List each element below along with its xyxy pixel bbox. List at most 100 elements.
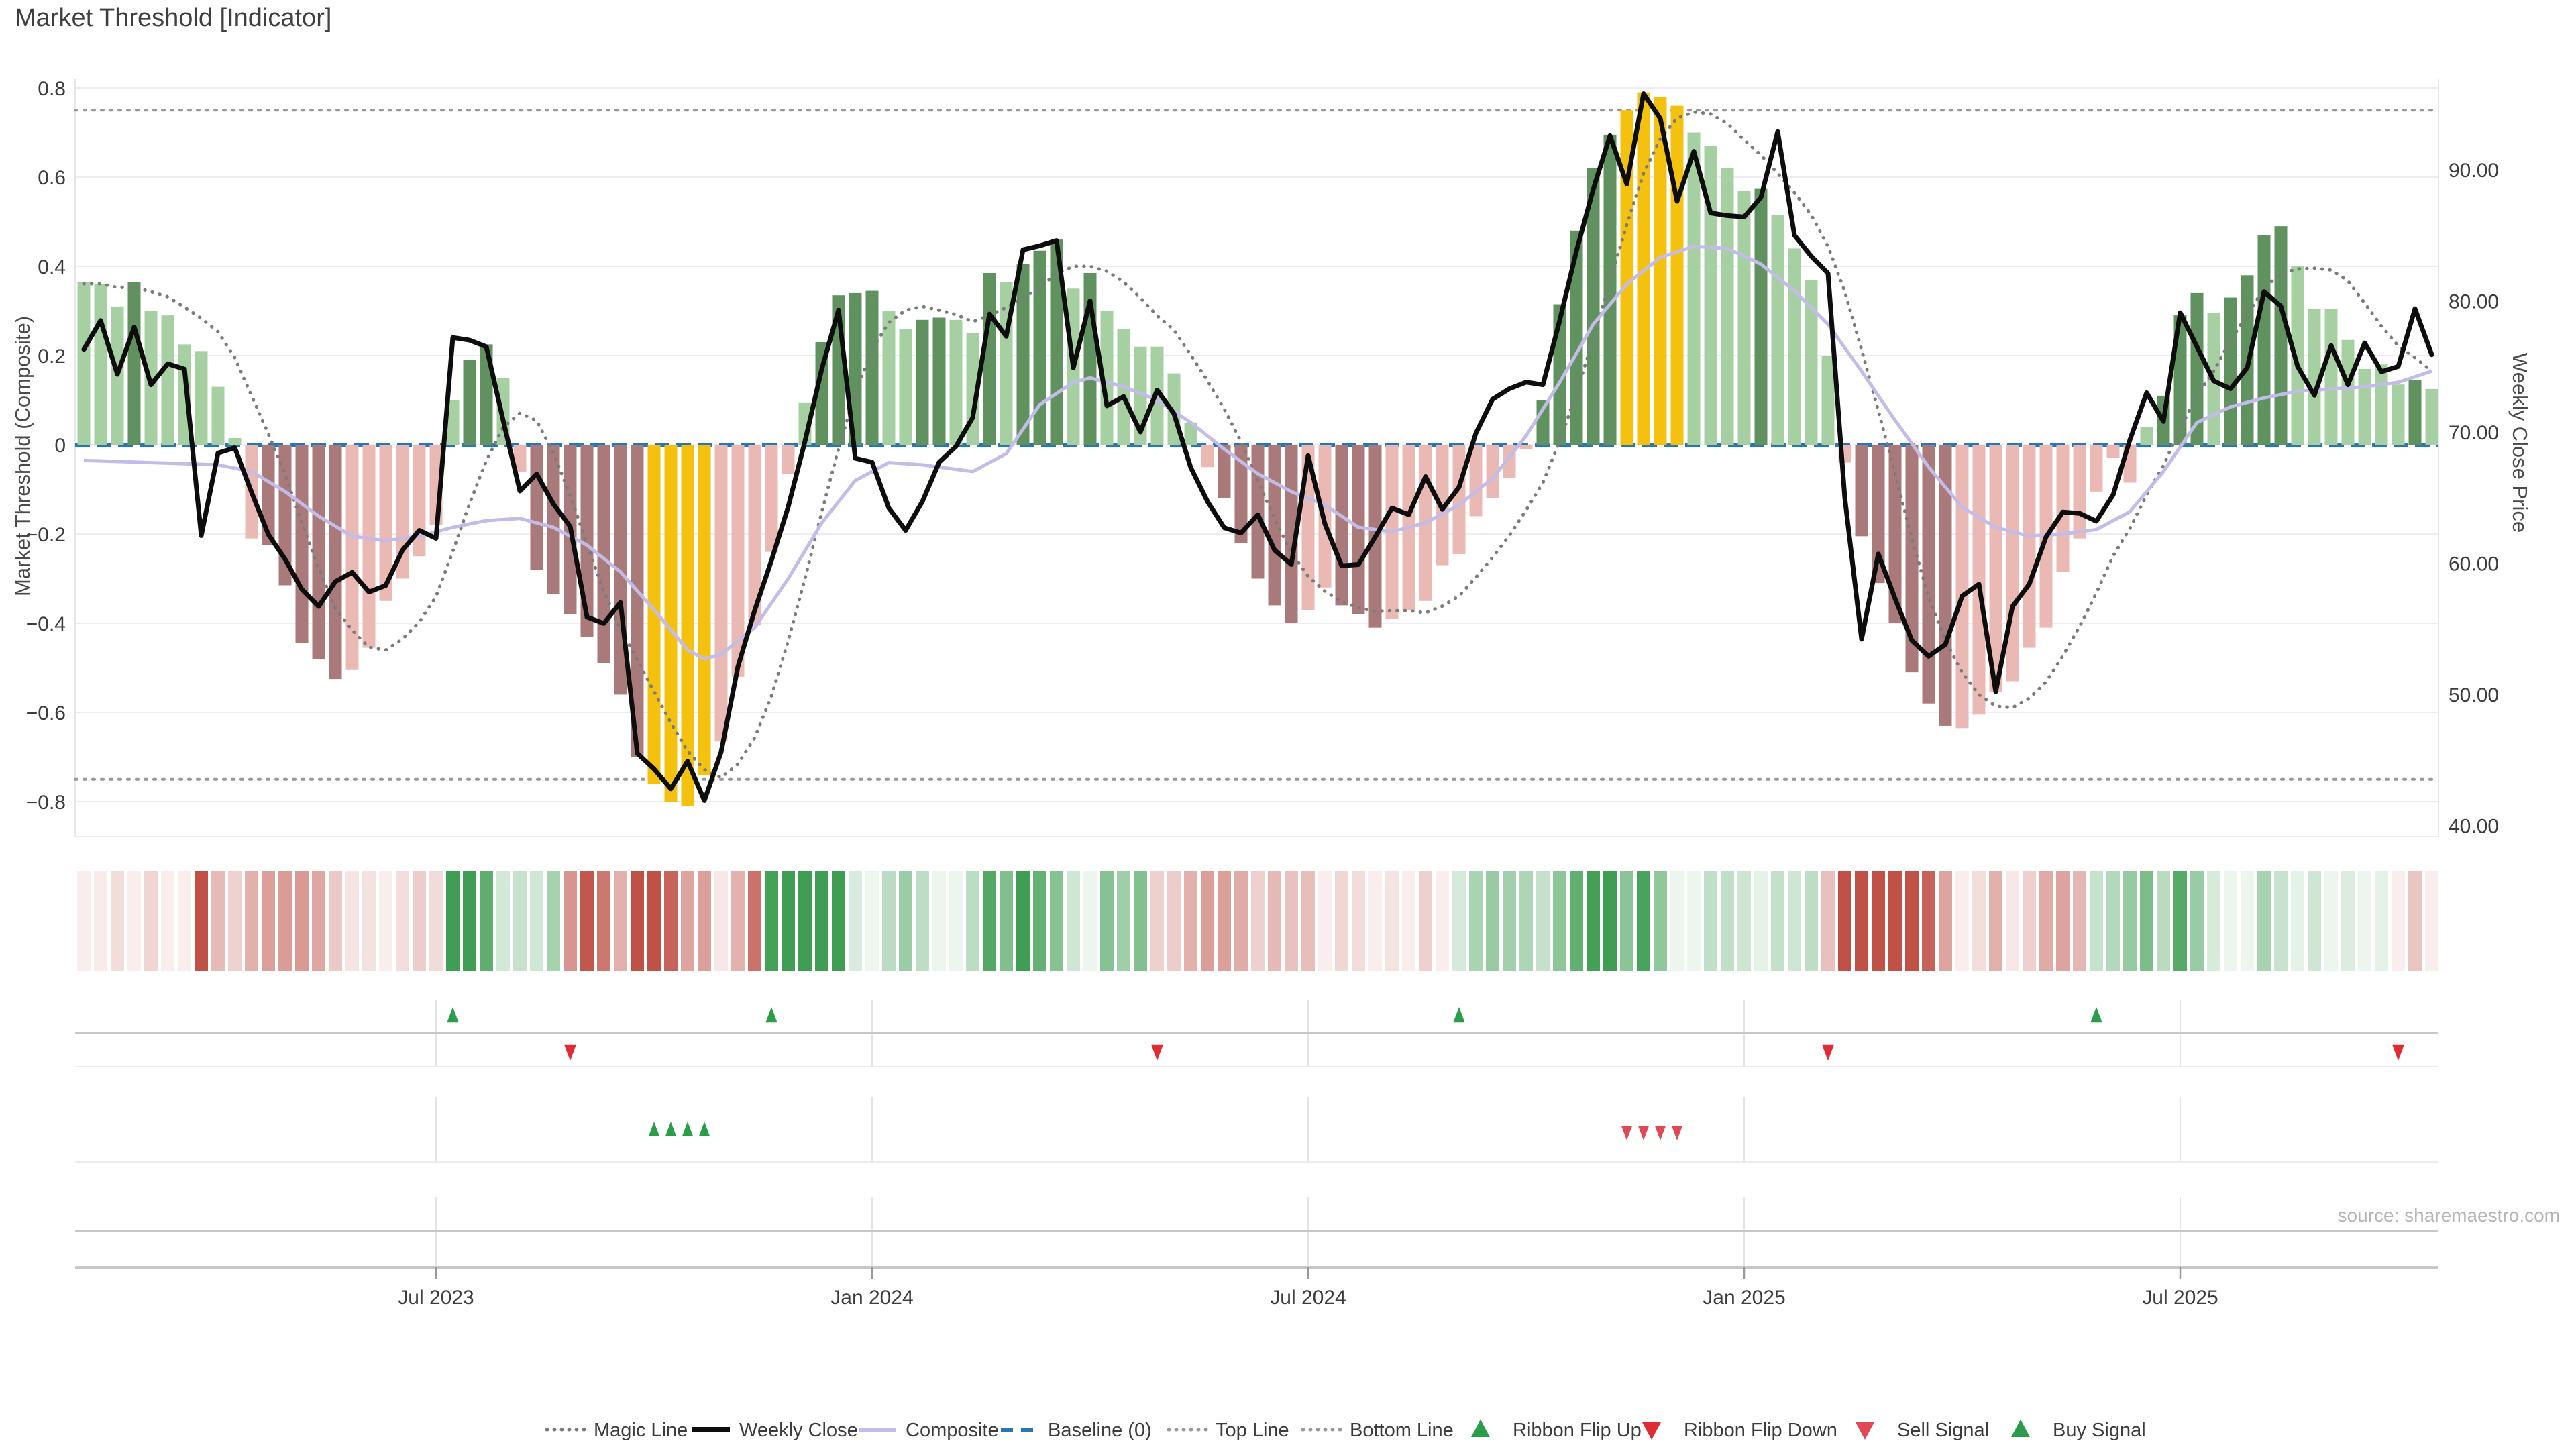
composite-bar	[195, 351, 208, 445]
ribbon-cell	[2073, 871, 2086, 971]
ribbon-cell	[2425, 871, 2438, 971]
composite-bar	[2073, 445, 2086, 539]
ribbon-cell	[1285, 871, 1298, 971]
sell-signal-marker	[1621, 1126, 1633, 1140]
ribbon-cell	[1536, 871, 1550, 971]
ribbon-cell	[396, 871, 409, 971]
composite-bar	[2358, 368, 2371, 445]
composite-bar	[631, 445, 644, 757]
composite-bar	[1268, 445, 1281, 606]
left-axis-tick-label: 0.2	[38, 345, 66, 368]
composite-bar	[1469, 445, 1483, 517]
composite-bar	[1620, 110, 1633, 445]
composite-bar	[2257, 235, 2271, 445]
composite-bar	[2190, 292, 2204, 445]
composite-bar	[1587, 168, 1600, 445]
ribbon-cell	[161, 871, 174, 971]
ribbon-cell	[1385, 871, 1399, 971]
ribbon-cell	[698, 871, 711, 971]
ribbon-flip-down-marker	[1822, 1044, 1834, 1061]
composite-bar	[782, 445, 795, 474]
composite-bar	[1939, 445, 1952, 726]
sell-signal-marker	[1638, 1126, 1650, 1140]
left-axis-tick-label: −0.6	[26, 702, 66, 724]
ribbon-cell	[2174, 871, 2187, 971]
composite-bar	[413, 445, 426, 557]
composite-bar	[1033, 250, 1046, 445]
ribbon-cell	[513, 871, 527, 971]
ribbon-flip-down-marker	[1151, 1044, 1163, 1061]
composite-line	[83, 244, 2432, 661]
ribbon-cell	[1402, 871, 1415, 971]
page-title: Market Threshold [Indicator]	[15, 4, 332, 32]
ribbon-flip-down-marker	[2392, 1044, 2404, 1061]
composite-bar	[714, 445, 728, 742]
legend-item: Ribbon Flip Up	[1471, 1419, 1642, 1441]
composite-bar	[949, 319, 963, 445]
composite-bar	[1687, 132, 1701, 445]
ribbon-cell	[195, 871, 208, 971]
ribbon-flip-up-marker	[447, 1007, 459, 1023]
ribbon-cell	[832, 871, 845, 971]
right-axis-tick-label: 80.00	[2449, 291, 2499, 313]
ribbon-cell	[1318, 871, 1332, 971]
composite-bar	[865, 290, 879, 445]
composite-bar	[765, 445, 778, 552]
composite-bar	[899, 329, 912, 445]
x-axis-tick-label: Jul 2024	[1270, 1287, 1346, 1309]
ribbon-cell	[2023, 871, 2036, 971]
ribbon-cell	[731, 871, 745, 971]
legend-item: Sell Signal	[1856, 1419, 1989, 1441]
ribbon-cell	[429, 871, 443, 971]
composite-bar	[2375, 364, 2388, 445]
ribbon-cell	[2257, 871, 2271, 971]
ribbon-cell	[127, 871, 141, 971]
ribbon-cell	[2106, 871, 2120, 971]
composite-bar	[1989, 445, 2002, 693]
ribbon-cell	[1436, 871, 1449, 971]
composite-bar	[1737, 190, 1751, 445]
composite-bar	[329, 445, 342, 680]
composite-bar	[379, 445, 392, 601]
ribbon-cell	[1368, 871, 1382, 971]
composite-bar	[1570, 230, 1583, 445]
ribbon-cell	[1100, 871, 1114, 971]
ribbon-cell	[345, 871, 359, 971]
legend-label: Ribbon Flip Up	[1513, 1419, 1642, 1441]
x-axis-tick-label: Jul 2025	[2142, 1287, 2218, 1309]
ribbon-cell	[245, 871, 258, 971]
legend-item: Top Line	[1167, 1419, 1289, 1441]
ribbon-flip-up-marker	[765, 1007, 777, 1023]
ribbon-cell	[2157, 871, 2170, 971]
composite-bar	[664, 445, 678, 802]
ribbon-cell	[1922, 871, 1935, 971]
composite-bar	[731, 445, 745, 677]
ribbon-cell	[2308, 871, 2321, 971]
ribbon-cell	[916, 871, 929, 971]
ribbon-cell	[362, 871, 376, 971]
ribbon-cell	[1519, 871, 1533, 971]
ribbon-cell	[1503, 871, 1516, 971]
legend-label: Baseline (0)	[1048, 1419, 1152, 1441]
ribbon-cell	[899, 871, 912, 971]
weekly-close-line	[81, 91, 2434, 803]
ribbon-cell	[111, 871, 124, 971]
ribbon-cell	[1737, 871, 1751, 971]
ribbon-cell	[1301, 871, 1315, 971]
composite-bar	[1704, 146, 1717, 445]
ribbon-cell	[547, 871, 560, 971]
ribbon-cell	[1838, 871, 1851, 971]
legend-label: Bottom Line	[1350, 1419, 1454, 1441]
ribbon-cell	[580, 871, 594, 971]
ribbon-cell	[2241, 871, 2254, 971]
ribbon-cell	[1637, 871, 1650, 971]
source-note: source: sharemaestro.com	[2337, 1205, 2560, 1226]
ribbon-cell	[1805, 871, 1818, 971]
ribbon-cell	[1486, 871, 1499, 971]
ribbon-cell	[1553, 871, 1566, 971]
ribbon-flip-up-marker	[1453, 1007, 1465, 1023]
ribbon-cell	[2324, 871, 2338, 971]
ribbon-flip-down-marker	[564, 1044, 576, 1061]
legend-item: Baseline (0)	[1001, 1419, 1152, 1441]
